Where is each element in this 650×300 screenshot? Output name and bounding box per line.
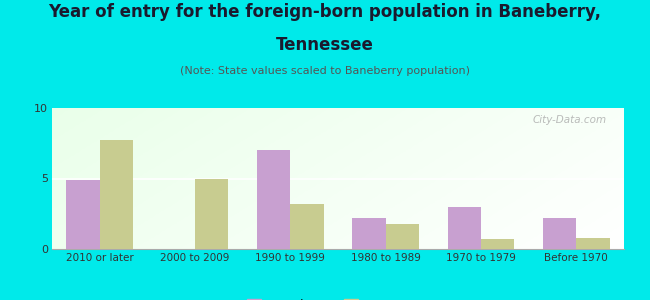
Bar [195,178,228,249]
Bar [99,140,133,249]
Bar [257,150,291,249]
Bar [481,239,514,249]
Legend: Baneberry, Tennessee: Baneberry, Tennessee [242,294,434,300]
Bar [385,224,419,249]
Bar [66,180,99,249]
Bar [543,218,577,249]
Text: Year of entry for the foreign-born population in Baneberry,: Year of entry for the foreign-born popul… [49,3,601,21]
Text: Tennessee: Tennessee [276,36,374,54]
Text: (Note: State values scaled to Baneberry population): (Note: State values scaled to Baneberry … [180,66,470,76]
Bar [577,238,610,249]
Text: City-Data.com: City-Data.com [533,115,607,125]
Bar [291,204,324,249]
Bar [448,207,481,249]
Bar [352,218,385,249]
